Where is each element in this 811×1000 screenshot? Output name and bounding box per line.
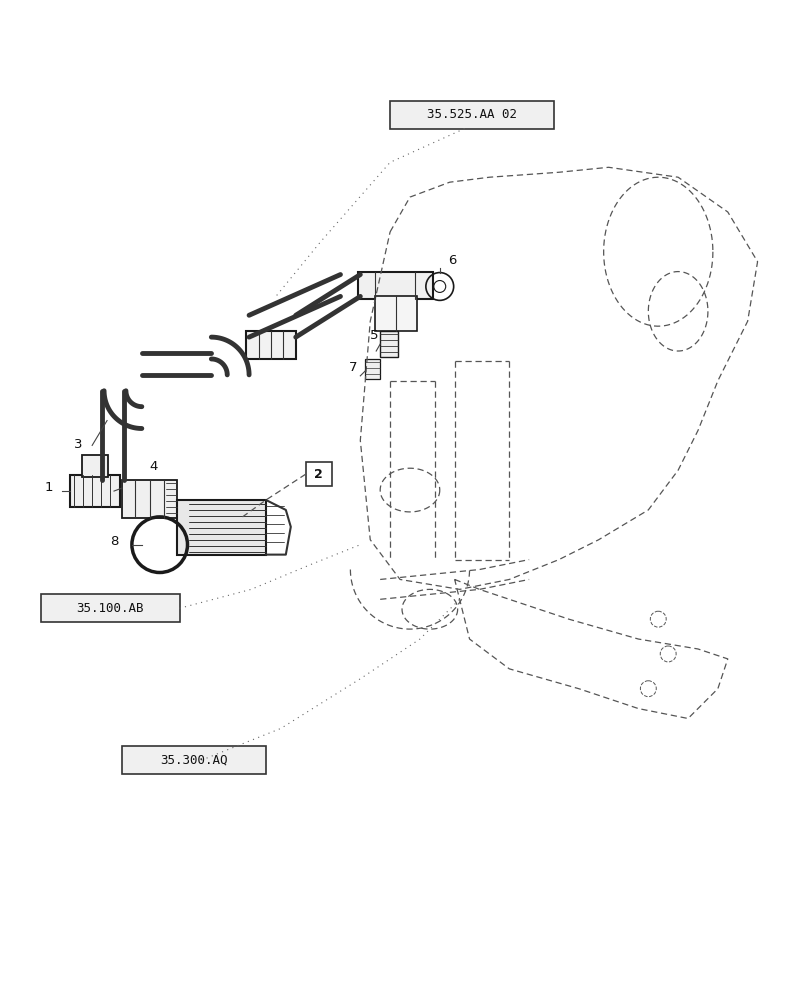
- FancyBboxPatch shape: [305, 462, 331, 486]
- FancyBboxPatch shape: [389, 101, 553, 129]
- FancyBboxPatch shape: [246, 331, 295, 359]
- Text: 1: 1: [45, 481, 53, 494]
- FancyBboxPatch shape: [375, 296, 416, 331]
- Text: 35.300.AQ: 35.300.AQ: [160, 754, 227, 767]
- FancyBboxPatch shape: [71, 475, 120, 507]
- Text: 4: 4: [149, 460, 158, 473]
- Text: 3: 3: [74, 438, 83, 451]
- FancyBboxPatch shape: [82, 455, 108, 477]
- FancyBboxPatch shape: [122, 746, 266, 774]
- Text: 35.100.AB: 35.100.AB: [76, 602, 144, 615]
- Text: 8: 8: [110, 535, 118, 548]
- Text: 5: 5: [370, 329, 378, 342]
- FancyBboxPatch shape: [41, 594, 179, 622]
- Text: 6: 6: [447, 254, 456, 267]
- Text: 7: 7: [348, 361, 357, 374]
- FancyBboxPatch shape: [358, 272, 432, 299]
- Text: 35.525.AA 02: 35.525.AA 02: [427, 108, 517, 121]
- FancyBboxPatch shape: [122, 480, 176, 518]
- FancyBboxPatch shape: [365, 359, 380, 379]
- Text: 2: 2: [314, 468, 323, 481]
- FancyBboxPatch shape: [176, 500, 266, 555]
- FancyBboxPatch shape: [380, 331, 397, 357]
